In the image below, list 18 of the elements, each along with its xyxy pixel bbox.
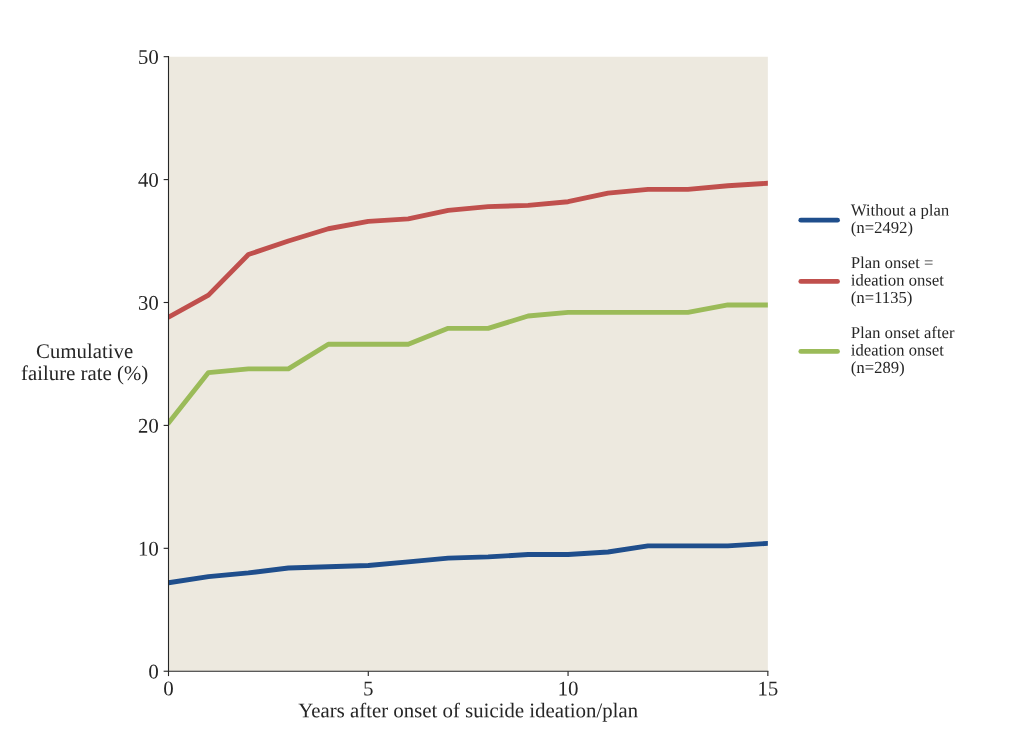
x-tick-label: 5	[364, 681, 373, 696]
y-tick-label: 40	[138, 172, 158, 188]
y-tick-label: 0	[149, 664, 158, 679]
line-series	[168, 180, 768, 320]
y-tick-label: 10	[139, 541, 158, 556]
line-series	[168, 540, 768, 586]
line-series	[168, 302, 768, 426]
y-tick-label: 30	[138, 295, 158, 310]
x-axis-title: Years after onset of suicide ideation/plan	[298, 702, 638, 722]
y-tick-label: 20	[138, 418, 158, 433]
x-tick-label: 10	[559, 681, 578, 696]
legend-label: Without a plan (n=2492)	[850, 203, 949, 237]
y-tick-label: 50	[139, 50, 158, 65]
legend-label: Plan onset after ideation onset (n=289)	[851, 326, 955, 377]
x-tick-label: 15	[759, 681, 778, 696]
x-tick-label: 0	[164, 681, 173, 696]
y-axis-title: Cumulative failure rate (%)	[21, 343, 148, 385]
legend-label: Plan onset = ideation onset (n=1135)	[851, 256, 944, 307]
